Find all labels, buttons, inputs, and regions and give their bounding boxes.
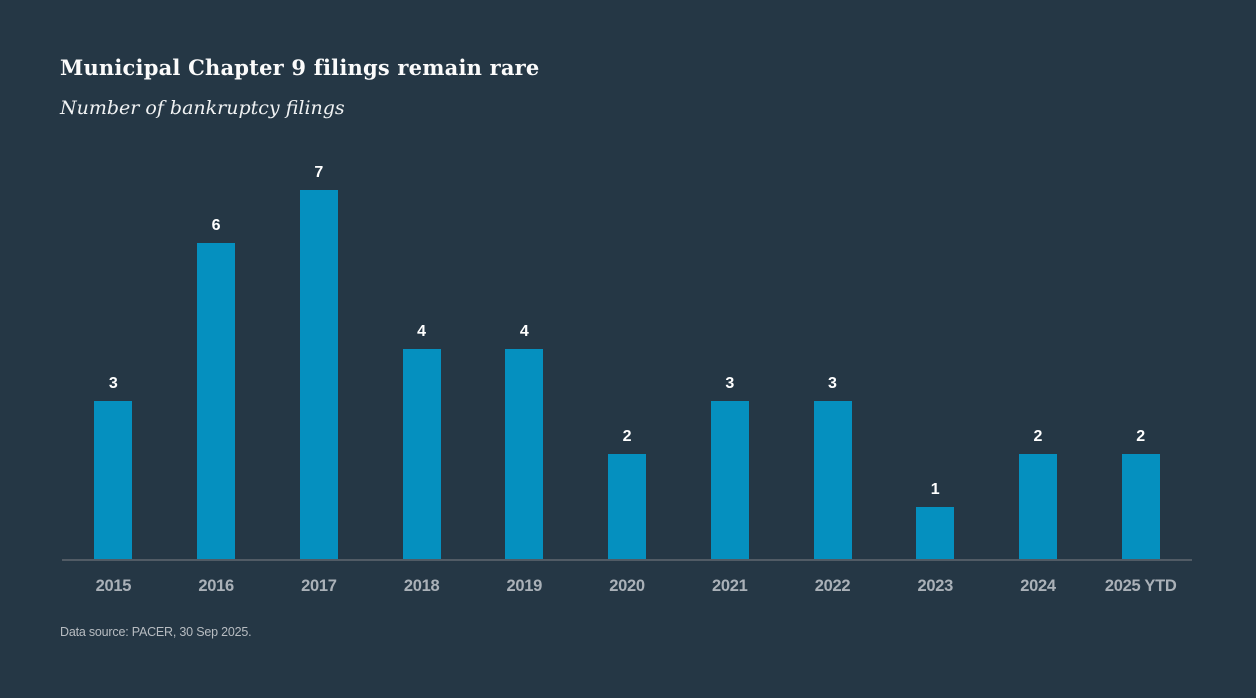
x-axis-label: 2021: [712, 577, 748, 595]
bar: [813, 401, 852, 560]
bar: [916, 507, 955, 560]
bar-value-label: 3: [725, 375, 735, 393]
chart-subtitle: Number of bankruptcy filings: [60, 97, 345, 119]
bar: [608, 454, 647, 560]
bar-value-label: 6: [211, 216, 221, 234]
bar-group: 7: [267, 160, 370, 560]
source-note: Data source: PACER, 30 Sep 2025.: [60, 625, 252, 639]
bar-value-label: 2: [1033, 428, 1043, 446]
x-axis-label: 2022: [814, 577, 851, 595]
bar-value-label: 3: [828, 375, 837, 393]
bar-value-label: 1: [930, 481, 940, 499]
bar-group: 1: [884, 160, 987, 560]
plot-area: 3 6 7 4 4 2 3 3 1 2 2: [62, 160, 1192, 560]
x-axis-label: 2023: [917, 577, 953, 595]
x-axis-label: 2024: [1020, 577, 1056, 595]
bar: [1018, 454, 1057, 560]
bar-group: 2: [576, 160, 679, 560]
x-axis-labels: 2015 2016 2017 2018 2019 2020 2021 2022 2023 2024…: [62, 577, 1192, 596]
bar: [505, 348, 544, 560]
x-axis-label: 2018: [403, 577, 440, 595]
x-axis-label: 2019: [506, 577, 543, 595]
bar-value-label: 2: [622, 428, 632, 446]
bar: [94, 401, 133, 560]
bar-group: 3: [678, 160, 781, 560]
x-axis-label: 2015: [95, 577, 132, 595]
bar-value-label: 3: [108, 375, 118, 393]
bar-group: 3: [781, 160, 884, 560]
x-axis-line: [62, 559, 1192, 561]
bar-value-label: 2: [1136, 428, 1146, 446]
bar: [402, 348, 441, 560]
bar-value-label: 4: [417, 322, 427, 340]
x-axis-label: 2020: [609, 577, 645, 595]
bar: [299, 190, 338, 560]
bar-group: 4: [473, 160, 576, 560]
bar-value-label: 7: [314, 164, 324, 181]
bar-group: 6: [165, 160, 268, 560]
x-axis-label: 2017: [301, 577, 337, 595]
chart-title: Municipal Chapter 9 filings remain rare: [60, 55, 540, 80]
bar-group: 2: [1089, 160, 1192, 560]
bar-group: 2: [987, 160, 1090, 560]
bar: [1121, 454, 1160, 560]
bar-value-label: 4: [519, 322, 529, 340]
x-axis-label: 2016: [198, 577, 234, 595]
bar-group: 3: [62, 160, 165, 560]
bar: [197, 242, 236, 560]
x-axis-label: 2025 YTD: [1104, 577, 1177, 595]
bar: [710, 401, 749, 560]
bar-group: 4: [370, 160, 473, 560]
